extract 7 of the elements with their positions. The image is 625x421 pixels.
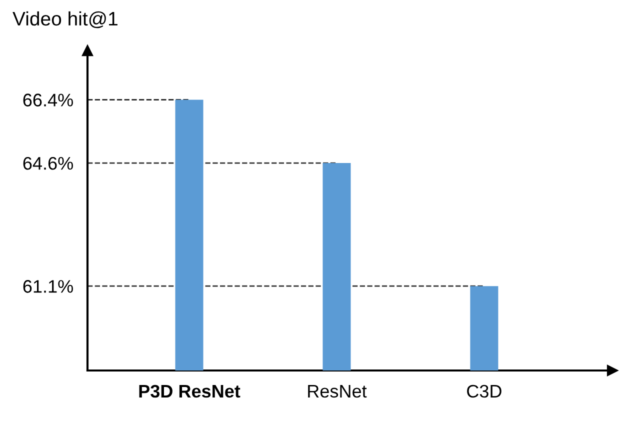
x-tick-label: C3D	[467, 384, 502, 398]
y-tick-label: 66.4%	[23, 94, 73, 106]
x-tick-label: P3D ResNet	[139, 384, 240, 398]
y-axis-title: Video hit@1	[12, 11, 118, 28]
y-tick-label: 61.1%	[23, 280, 73, 293]
x-tick-label: ResNet	[308, 385, 367, 398]
y-tick-label: 64.6%	[23, 156, 73, 170]
